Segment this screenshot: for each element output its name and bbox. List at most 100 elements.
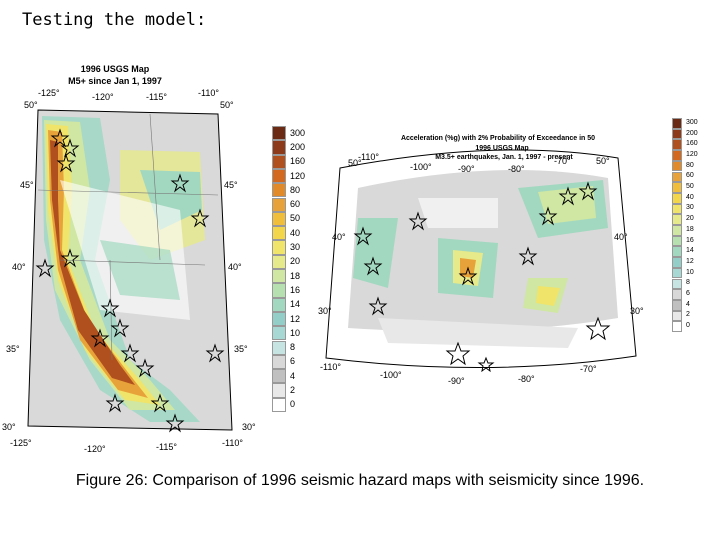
scale-swatch bbox=[272, 340, 286, 355]
scale-swatch bbox=[672, 118, 682, 129]
east-lon-bottom-1: -110° bbox=[320, 362, 341, 372]
scale-swatch bbox=[672, 182, 682, 193]
east-lat-left-2: 40° bbox=[332, 232, 346, 242]
scale-swatch bbox=[672, 203, 682, 215]
scale-swatch bbox=[672, 235, 682, 247]
east-lon-top-4: -80° bbox=[508, 164, 525, 174]
scale-label: 60 bbox=[686, 172, 694, 180]
scale-label: 12 bbox=[290, 313, 301, 324]
scale-swatch bbox=[272, 311, 286, 327]
scale-label: 50 bbox=[686, 183, 694, 191]
west-lat-left-3: 40° bbox=[12, 262, 26, 272]
scale-label: 0 bbox=[290, 399, 296, 410]
scale-label: 120 bbox=[290, 170, 306, 181]
scale-label: 20 bbox=[686, 215, 694, 223]
scale-swatch bbox=[672, 246, 682, 258]
scale-label: 60 bbox=[290, 199, 301, 210]
east-hazard-map: Acceleration (%g) with 2% Probability of… bbox=[318, 135, 644, 386]
scale-swatch bbox=[272, 354, 286, 370]
scale-label: 16 bbox=[290, 284, 301, 295]
scale-label: 4 bbox=[686, 300, 690, 308]
scale-label: 6 bbox=[290, 356, 296, 367]
west-color-scale: 300 200 160 120 80 60 50 40 30 20 18 16 14 12 10 8 6 4 2 0 bbox=[272, 126, 312, 412]
scale-label: 200 bbox=[290, 141, 306, 152]
west-map-title-2: M5+ since Jan 1, 1997 bbox=[68, 76, 162, 86]
scale-label: 0 bbox=[686, 322, 690, 330]
west-lat-right-5: 30° bbox=[242, 422, 256, 432]
scale-label: 14 bbox=[686, 247, 694, 255]
scale-swatch bbox=[272, 369, 286, 384]
east-color-scale: 300 200 160 120 80 60 50 40 30 20 18 16 14 12 10 8 6 4 2 0 bbox=[672, 118, 712, 332]
scale-label: 2 bbox=[290, 385, 296, 396]
scale-label: 300 bbox=[290, 127, 306, 138]
scale-label: 2 bbox=[686, 311, 690, 319]
east-lat-right-2: 40° bbox=[614, 232, 628, 242]
slide-title: Testing the model: bbox=[22, 10, 207, 30]
scale-swatch bbox=[272, 283, 286, 298]
east-map-title-2: 1996 USGS Map bbox=[475, 145, 528, 152]
east-map-title-3: M3.5+ earthquakes, Jan. 1, 1997 - presen… bbox=[435, 154, 573, 161]
scale-label: 16 bbox=[686, 236, 694, 244]
scale-label: 50 bbox=[290, 213, 301, 224]
west-lat-left-5: 30° bbox=[2, 422, 16, 432]
scale-label: 18 bbox=[290, 270, 301, 281]
scale-swatch bbox=[672, 257, 682, 268]
west-lat-left-2: 45° bbox=[20, 180, 34, 190]
scale-swatch bbox=[272, 397, 286, 412]
scale-swatch bbox=[672, 160, 682, 172]
scale-label: 40 bbox=[686, 193, 694, 201]
east-lon-top-3: -90° bbox=[458, 164, 475, 174]
west-lon-bottom-1: -125° bbox=[10, 438, 32, 448]
scale-swatch bbox=[672, 289, 682, 300]
east-lon-bottom-4: -80° bbox=[518, 374, 535, 384]
scale-swatch bbox=[272, 126, 286, 141]
west-lon-top-3: -115° bbox=[146, 92, 167, 102]
scale-label: 30 bbox=[686, 204, 694, 212]
scale-swatch bbox=[672, 139, 682, 151]
scale-label: 4 bbox=[290, 370, 296, 381]
scale-swatch bbox=[672, 214, 682, 225]
scale-label: 40 bbox=[290, 227, 301, 238]
west-map-title-1: 1996 USGS Map bbox=[81, 64, 150, 74]
scale-label: 30 bbox=[290, 242, 301, 253]
scale-label: 20 bbox=[290, 256, 301, 267]
scale-label: 160 bbox=[290, 156, 306, 167]
scale-swatch bbox=[272, 226, 286, 241]
scale-swatch bbox=[272, 197, 286, 212]
scale-swatch bbox=[272, 326, 286, 341]
scale-label: 300 bbox=[686, 118, 698, 126]
east-lon-top-5: -70° bbox=[554, 156, 571, 166]
scale-swatch bbox=[672, 150, 682, 161]
east-map-title-1: Acceleration (%g) with 2% Probability of… bbox=[401, 135, 595, 142]
east-lat-left-1: 50° bbox=[348, 158, 362, 168]
scale-label: 18 bbox=[686, 225, 694, 233]
west-lon-bottom-4: -110° bbox=[222, 438, 243, 448]
scale-swatch bbox=[672, 225, 682, 236]
scale-label: 8 bbox=[686, 279, 690, 287]
scale-swatch bbox=[272, 154, 286, 169]
east-lat-left-3: 30° bbox=[318, 306, 332, 316]
west-hazard-map: 1996 USGS Map M5+ since Jan 1, 1997 -125… bbox=[2, 64, 256, 452]
scale-swatch bbox=[272, 168, 286, 184]
scale-label: 10 bbox=[290, 327, 301, 338]
east-lon-bottom-3: -90° bbox=[448, 376, 465, 386]
scale-label: 80 bbox=[290, 184, 301, 195]
scale-swatch bbox=[272, 183, 286, 198]
scale-swatch bbox=[272, 383, 286, 398]
scale-label: 160 bbox=[686, 140, 698, 148]
west-lat-right-1: 50° bbox=[220, 100, 234, 110]
west-lat-right-3: 40° bbox=[228, 262, 242, 272]
west-lat-left-4: 35° bbox=[6, 344, 20, 354]
scale-swatch bbox=[272, 297, 286, 312]
east-lon-bottom-5: -70° bbox=[580, 364, 597, 374]
west-lon-bottom-2: -120° bbox=[84, 444, 106, 452]
east-lon-top-1: -110° bbox=[358, 152, 379, 162]
west-lon-top-1: -125° bbox=[38, 88, 60, 98]
scale-label: 8 bbox=[290, 342, 296, 353]
scale-label: 200 bbox=[686, 129, 698, 137]
west-lat-right-4: 35° bbox=[234, 344, 248, 354]
west-lat-right-2: 45° bbox=[224, 180, 238, 190]
scale-swatch bbox=[672, 321, 682, 332]
scale-swatch bbox=[672, 171, 682, 183]
scale-label: 6 bbox=[686, 290, 690, 298]
